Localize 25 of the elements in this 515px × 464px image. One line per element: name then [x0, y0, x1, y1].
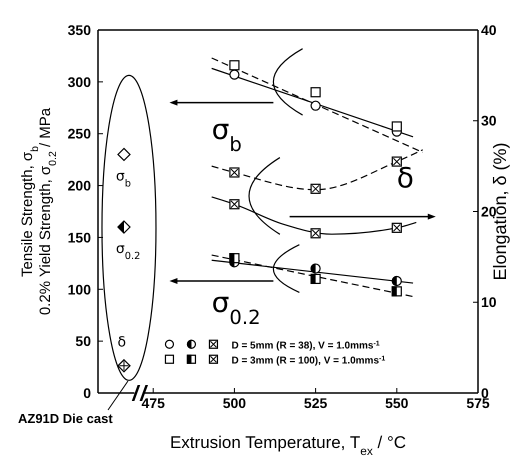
annotation: σ$_{b}$ [212, 112, 242, 156]
legend-label: D = 5mm (R = 38), V = 1.0mms$^{-1}$ [231, 340, 380, 352]
y-tick-label: 200 [68, 178, 92, 194]
annotation: σ$_{b}$ [116, 168, 131, 189]
y-tick-label: 100 [68, 281, 92, 298]
x-tick-label: 525 [304, 394, 328, 411]
x-tick-label: 500 [222, 394, 246, 411]
annotation: σ$_{0.2}$ [212, 286, 261, 329]
text: AZ91D Die cast [18, 411, 114, 426]
x-axis-title: Extrusion Temperature, T$_{ex}$ / °C [170, 433, 406, 458]
y2-tick-label: 10 [481, 294, 497, 310]
y2-tick-label: 40 [481, 22, 497, 38]
y2-tick-label: 30 [481, 112, 497, 129]
y-tick-label: 0 [83, 384, 92, 401]
y-tick-label: 50 [75, 333, 92, 350]
annotation: σ$_{0.2}$ [116, 240, 140, 262]
y-tick-label: 350 [68, 22, 92, 38]
legend-label: D = 3mm (R = 100), V = 1.0mms$^{-1}$ [231, 354, 386, 366]
y-tick-label: 250 [68, 126, 92, 142]
x-tick-label: 550 [385, 394, 409, 411]
y-tick-label: 300 [68, 74, 92, 90]
annotation: δ [117, 334, 126, 350]
annotation: δ [396, 162, 414, 195]
y-tick-label: 150 [68, 229, 92, 246]
x-tick-label: 475 [142, 394, 166, 411]
